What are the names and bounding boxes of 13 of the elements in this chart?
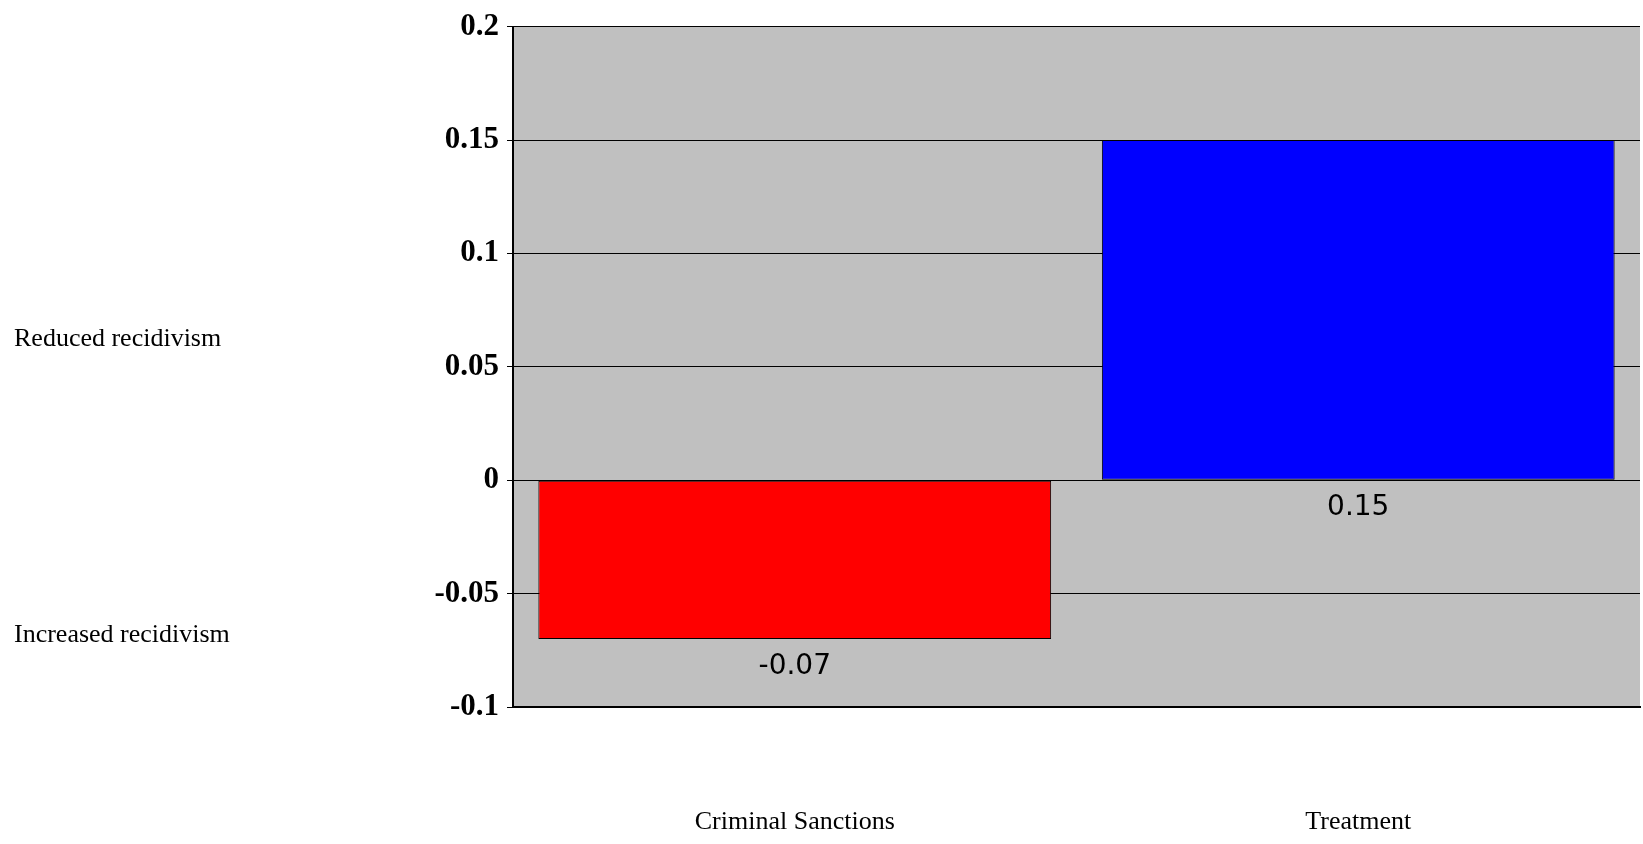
text: Reduced recidivism bbox=[14, 323, 222, 353]
y-tick-label: -0.05 bbox=[434, 573, 499, 609]
y-tick-label: 0.2 bbox=[460, 6, 499, 42]
y-tick-label: 0 bbox=[483, 460, 499, 496]
y-tick-label: 0.05 bbox=[444, 346, 499, 382]
y-tick-label: 0.15 bbox=[444, 120, 499, 156]
data-label: -0.07 bbox=[758, 648, 831, 682]
x-tick-label: Treatment bbox=[1305, 806, 1412, 836]
data-label: 0.15 bbox=[1327, 488, 1390, 522]
y-tick-label: -0.1 bbox=[449, 687, 499, 723]
x-tick-label: Criminal Sanctions bbox=[694, 806, 895, 836]
text: Increased recidivism bbox=[14, 619, 230, 649]
y-tick-label: 0.1 bbox=[460, 233, 499, 269]
